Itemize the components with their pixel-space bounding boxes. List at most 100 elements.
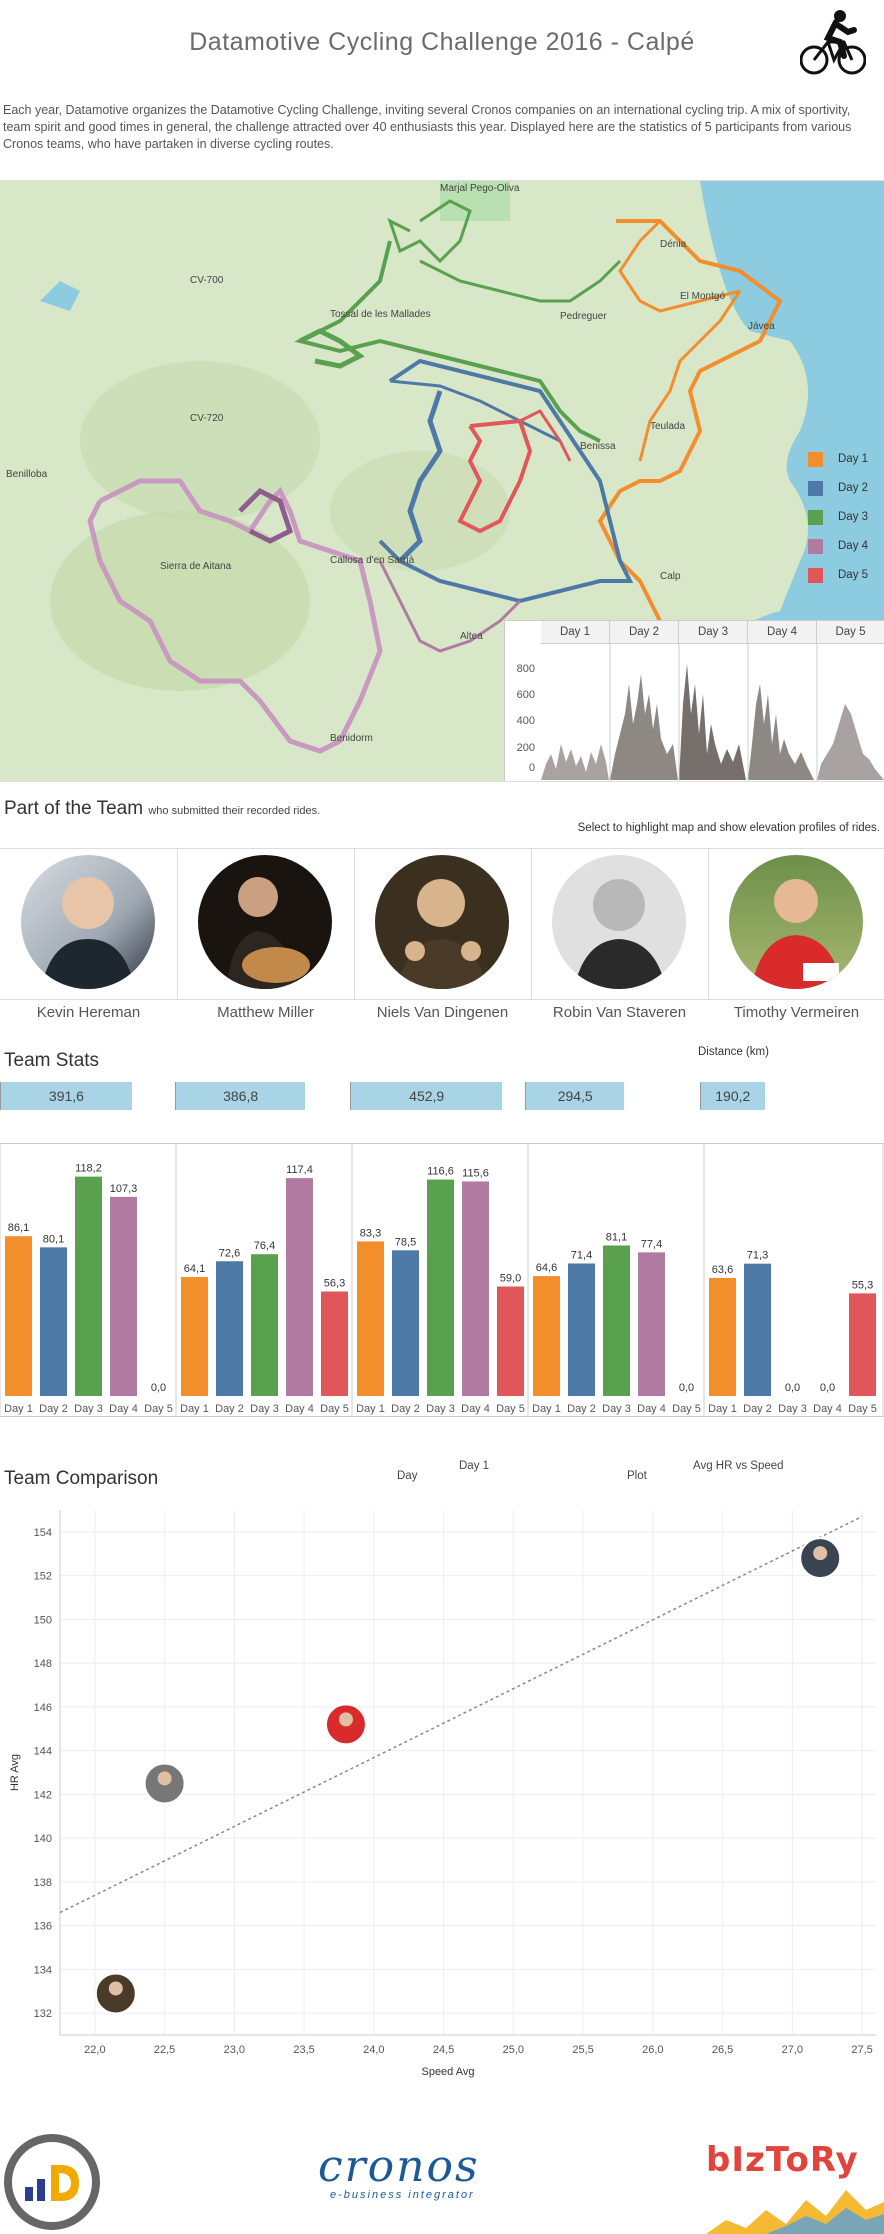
trend-line [59, 1515, 863, 1914]
distance-value: 391,6 [48, 1088, 84, 1104]
y-tick-label: 142 [34, 1789, 52, 1801]
bar-category-label: Day 1 [180, 1403, 209, 1415]
page-title: Datamotive Cycling Challenge 2016 - Calp… [189, 28, 695, 56]
team-member-name[interactable]: Robin Van Staveren [552, 1004, 687, 1021]
avatar-niels [375, 855, 509, 989]
map-town-label: Dénia [660, 239, 687, 250]
select-hint: Select to highlight map and show elevati… [577, 822, 880, 834]
distance-label: Distance (km) [698, 1046, 769, 1058]
team-member-name[interactable]: Niels Van Dingenen [376, 1004, 509, 1021]
map-town-label: Sierra de Aitana [160, 561, 232, 572]
x-tick-label: 23,5 [293, 2044, 314, 2056]
distance-cell[interactable]: 294,5 [525, 1082, 700, 1110]
elevation-tick: 0 [528, 762, 535, 774]
plot-filter-label: Plot [627, 1470, 647, 1482]
legend-swatch [808, 452, 823, 467]
bar-day-4 [462, 1181, 489, 1396]
team-member-name[interactable]: Kevin Hereman [36, 1004, 141, 1021]
team-comparison-heading: Team Comparison [4, 1468, 159, 1489]
team-member-name[interactable]: Matthew Miller [217, 1004, 314, 1021]
x-tick-label: 27,5 [851, 2044, 872, 2056]
x-tick-label: 22,0 [84, 2044, 105, 2056]
bar-day-1 [533, 1276, 560, 1396]
bar-category-label: Day 2 [215, 1403, 244, 1415]
bar-day-4 [286, 1178, 313, 1396]
bar-category-label: Day 3 [426, 1403, 455, 1415]
plot-filter-select[interactable]: Avg HR vs Speed [693, 1460, 784, 1472]
team-member-card[interactable] [708, 848, 884, 1000]
x-tick-label: 23,0 [224, 2044, 245, 2056]
bar-category-label: Day 4 [461, 1403, 490, 1415]
y-tick-label: 132 [34, 2008, 52, 2020]
bar-value-label: 63,6 [712, 1264, 733, 1276]
bar-category-label: Day 1 [708, 1403, 737, 1415]
bar-category-label: Day 4 [813, 1403, 842, 1415]
legend-label: Day 4 [838, 540, 869, 552]
bar-category-label: Day 2 [567, 1403, 596, 1415]
bar-value-label: 59,0 [500, 1272, 521, 1284]
distance-value: 452,9 [409, 1088, 445, 1104]
team-subheading: who submitted their recorded rides. [148, 805, 321, 817]
bar-day-5 [849, 1293, 876, 1396]
legend-label: Day 5 [838, 569, 869, 581]
team-member-card[interactable] [531, 848, 709, 1000]
map-town-label: Benidorm [330, 733, 373, 744]
team-member-name[interactable]: Timothy Vermeiren [733, 1004, 860, 1021]
bar-category-label: Day 4 [285, 1403, 314, 1415]
x-tick-label: 26,5 [712, 2044, 733, 2056]
bar-day-2 [744, 1263, 771, 1396]
elevation-tick: 400 [516, 715, 535, 727]
distance-value: 190,2 [715, 1088, 751, 1104]
team-member-card[interactable] [0, 848, 178, 1000]
distance-cell[interactable]: 391,6 [0, 1082, 175, 1110]
elevation-tick: 200 [516, 742, 535, 754]
elevation-profile-panel[interactable]: Day 1 Day 2 Day 3 Day 4 Day 5 800 600 40… [504, 620, 884, 781]
legend-label: Day 2 [838, 482, 869, 494]
bar-value-label: 81,1 [606, 1231, 627, 1243]
team-heading: Part of the Team who submitted their rec… [4, 798, 320, 820]
y-tick-label: 152 [34, 1571, 52, 1583]
route-map[interactable]: Marjal Pego-Oliva Dénia El Montgó Jávea … [0, 180, 884, 782]
map-town-label: Altea [460, 631, 483, 642]
distance-cell[interactable]: 386,8 [175, 1082, 350, 1110]
scatter-point-face [338, 1712, 353, 1727]
y-tick-label: 148 [34, 1658, 52, 1670]
elevation-day-header: Day 2 [610, 621, 679, 644]
bar-category-label: Day 2 [743, 1403, 772, 1415]
cyclist-icon [800, 10, 866, 75]
bar-value-label: 64,1 [184, 1263, 205, 1275]
map-town-label: Callosa d'en Sarrià [330, 555, 415, 566]
bar-day-1 [181, 1277, 208, 1396]
map-town-label: Benilloba [6, 469, 48, 480]
legend-swatch [808, 481, 823, 496]
team-member-card[interactable] [177, 848, 355, 1000]
day-filter-select[interactable]: Day 1 [459, 1460, 490, 1472]
bar-category-label: Day 1 [4, 1403, 33, 1415]
bar-value-label: 83,3 [360, 1227, 381, 1239]
team-heading-text: Part of the Team [4, 798, 144, 819]
distance-cell[interactable]: 452,9 [350, 1082, 525, 1110]
bar-day-5 [497, 1286, 524, 1396]
team-member-card[interactable] [354, 848, 532, 1000]
map-road-label: CV-700 [190, 275, 224, 286]
bar-category-label: Day 5 [496, 1403, 525, 1415]
bar-value-label: 80,1 [43, 1233, 64, 1245]
bar-day-4 [638, 1252, 665, 1396]
distance-bar [526, 1082, 625, 1110]
x-tick-label: 24,5 [433, 2044, 454, 2056]
y-tick-label: 136 [34, 1921, 52, 1933]
distance-value: 294,5 [557, 1088, 593, 1104]
y-tick-label: 138 [34, 1877, 52, 1889]
x-tick-label: 25,5 [572, 2044, 593, 2056]
y-tick-label: 150 [34, 1614, 52, 1626]
bar-category-label: Day 5 [672, 1403, 701, 1415]
cronos-logo: cronos e-business integrator [318, 2145, 480, 2202]
avatar-kevin [21, 855, 155, 989]
bar-day-3 [75, 1176, 102, 1396]
team-stats-heading: Team Stats [4, 1050, 100, 1071]
bar-value-label: 0,0 [679, 1382, 694, 1394]
legend-swatch [808, 568, 823, 583]
map-town-label: El Montgó [680, 291, 726, 302]
distance-cell[interactable]: 190,2 [700, 1082, 875, 1110]
bar-value-label: 0,0 [785, 1382, 800, 1394]
